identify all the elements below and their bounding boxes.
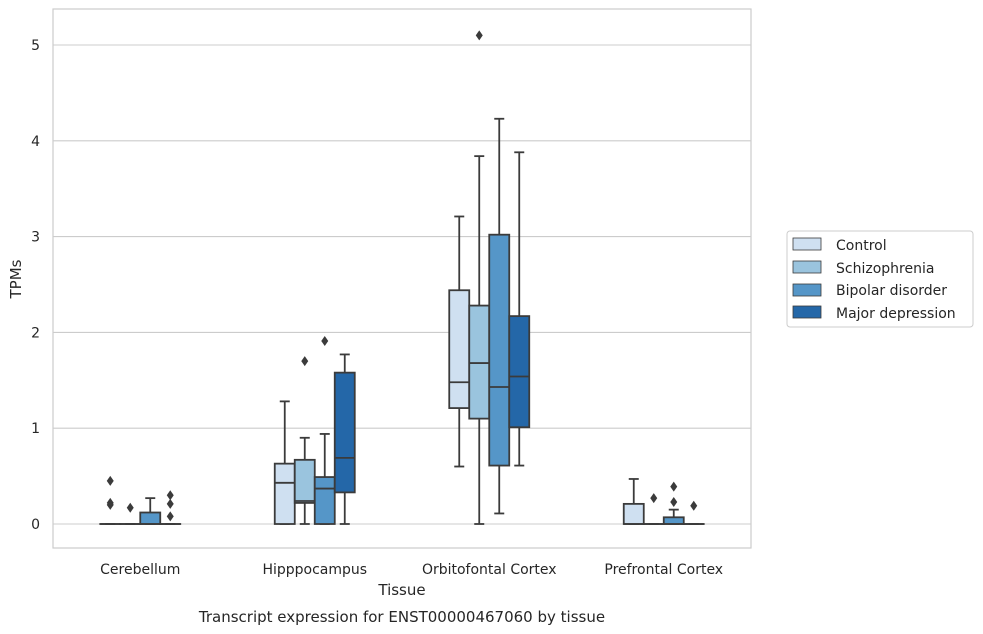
legend-label-schizophrenia: Schizophrenia bbox=[836, 261, 934, 277]
legend-label-major-depression: Major depression bbox=[836, 306, 956, 322]
box-major-depression-1 bbox=[333, 353, 356, 525]
box-control-2 bbox=[448, 215, 471, 468]
x-tick-label-prefrontal-cortex: Prefrontal Cortex bbox=[604, 562, 723, 578]
legend-entry-schizophrenia: Schizophrenia bbox=[792, 260, 934, 277]
box-body bbox=[448, 289, 471, 409]
legend-swatch-major-depression bbox=[792, 305, 822, 319]
y-tick-label-3: 3 bbox=[31, 230, 40, 246]
box-series bbox=[99, 30, 705, 525]
box-control-1 bbox=[273, 400, 296, 525]
outlier-point-0 bbox=[126, 502, 134, 513]
box-control-0 bbox=[99, 475, 122, 525]
box-schizophrenia-1 bbox=[293, 356, 316, 525]
outlier-point-2 bbox=[106, 499, 114, 510]
x-axis-title: Tissue bbox=[377, 581, 425, 599]
x-tick-labels: Cerebellum Hipppocampus Orbitofontal Corte… bbox=[100, 562, 723, 578]
box-body bbox=[488, 233, 511, 467]
box-bipolar-disorder-3 bbox=[662, 481, 685, 525]
legend-entry-control: Control bbox=[792, 237, 887, 254]
plot-frame bbox=[52, 8, 752, 549]
x-tick-label-hipppocampus: Hipppocampus bbox=[262, 562, 367, 578]
legend-swatch-bipolar-disorder bbox=[792, 283, 822, 297]
box-body bbox=[273, 462, 296, 525]
box-major-depression-0 bbox=[159, 490, 182, 525]
y-axis-title: TPMs bbox=[7, 259, 25, 299]
box-body bbox=[333, 371, 356, 494]
legend-entry-bipolar-disorder: Bipolar disorder bbox=[792, 283, 947, 299]
outlier-point-0 bbox=[321, 336, 329, 347]
outlier-point-0 bbox=[475, 30, 483, 41]
outlier-point-1 bbox=[670, 496, 678, 507]
x-tick-label-cerebellum: Cerebellum bbox=[100, 562, 180, 578]
outlier-point-2 bbox=[166, 511, 174, 522]
legend-swatch-schizophrenia bbox=[792, 260, 822, 274]
outlier-point-0 bbox=[106, 475, 114, 486]
outlier-point-0 bbox=[301, 356, 309, 367]
box-body bbox=[662, 516, 685, 525]
x-tick-label-orbitofontal-cortex: Orbitofontal Cortex bbox=[422, 562, 557, 578]
box-schizophrenia-2 bbox=[468, 30, 491, 525]
outlier-point-0 bbox=[166, 490, 174, 501]
box-major-depression-2 bbox=[508, 151, 531, 467]
box-body bbox=[139, 511, 162, 525]
legend-label-control: Control bbox=[836, 238, 887, 254]
legend-entry-major-depression: Major depression bbox=[792, 305, 956, 322]
legend: Control Schizophrenia Bipolar disorder M… bbox=[786, 230, 974, 328]
box-body bbox=[508, 315, 531, 429]
legend-frame bbox=[786, 230, 974, 328]
box-body bbox=[468, 304, 491, 420]
y-tick-labels: 0 1 2 3 4 5 bbox=[31, 38, 40, 533]
box-body bbox=[293, 458, 316, 504]
box-bipolar-disorder-0 bbox=[139, 497, 162, 525]
chart-caption: Transcript expression for ENST0000046706… bbox=[198, 608, 605, 626]
box-body bbox=[313, 476, 336, 525]
outlier-point-0 bbox=[670, 481, 678, 492]
y-tick-label-5: 5 bbox=[31, 38, 40, 54]
outlier-point-0 bbox=[650, 493, 658, 504]
y-tick-label-1: 1 bbox=[31, 421, 40, 437]
box-schizophrenia-3 bbox=[642, 493, 665, 525]
legend-swatch-control bbox=[792, 237, 822, 251]
box-bipolar-disorder-1 bbox=[313, 336, 336, 525]
box-bipolar-disorder-2 bbox=[488, 117, 511, 515]
box-body bbox=[622, 502, 645, 525]
outlier-point-1 bbox=[166, 498, 174, 509]
outlier-point-0 bbox=[690, 500, 698, 511]
y-tick-label-4: 4 bbox=[31, 134, 40, 150]
y-tick-label-0: 0 bbox=[31, 517, 40, 533]
box-control-3 bbox=[622, 478, 645, 525]
legend-label-bipolar-disorder: Bipolar disorder bbox=[836, 283, 947, 299]
box-schizophrenia-0 bbox=[119, 502, 142, 525]
box-major-depression-3 bbox=[682, 500, 705, 525]
grid-lines bbox=[53, 44, 751, 525]
y-tick-label-2: 2 bbox=[31, 325, 40, 341]
